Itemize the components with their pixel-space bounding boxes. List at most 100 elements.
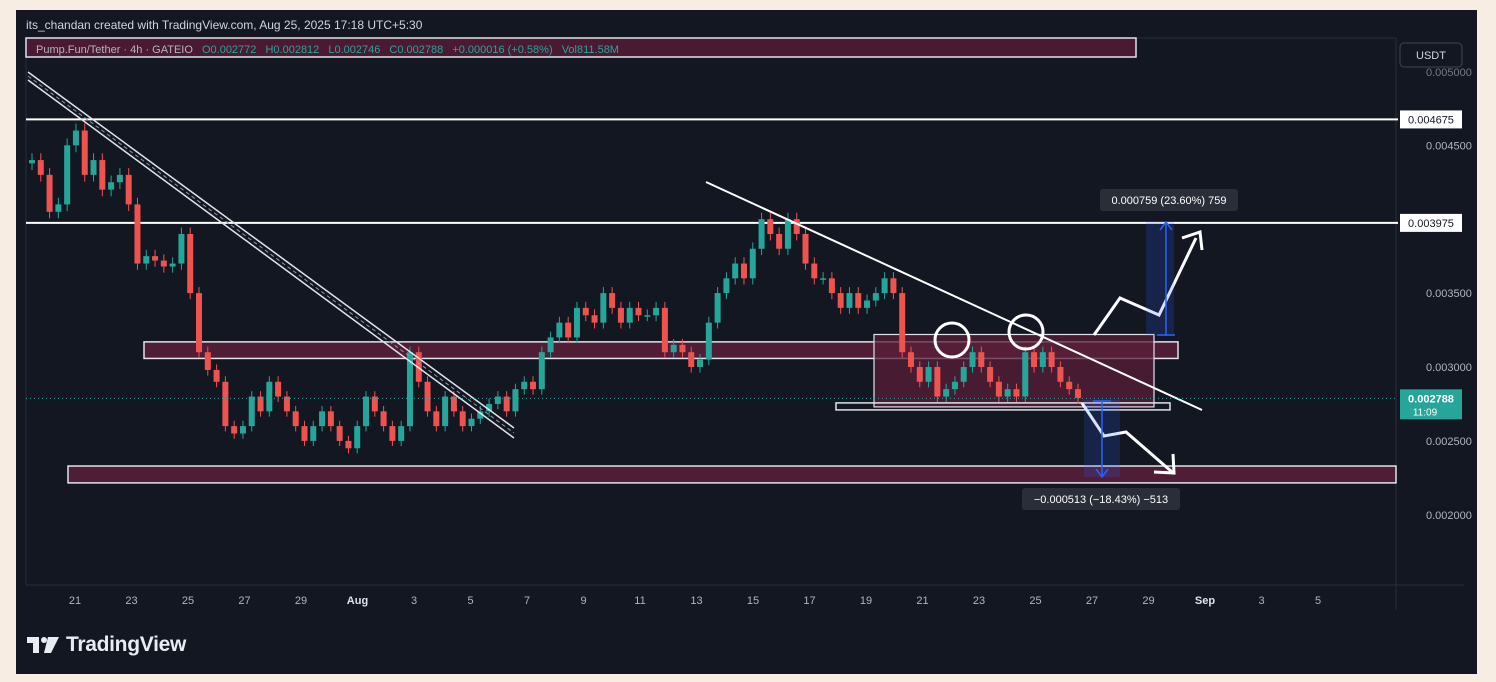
candle-body: [37, 160, 44, 175]
candle: [987, 361, 994, 388]
level-price-label-text: 0.003975: [1408, 218, 1454, 230]
candle: [1022, 346, 1029, 402]
candle: [820, 272, 827, 285]
time-axis[interactable]: 21 23 25 27 29 Aug 3 5 7 9 11 13 15 17 19 21 23 25 27 29 Sep…: [69, 595, 1321, 607]
candle: [1004, 383, 1011, 402]
candle-body: [987, 367, 994, 382]
candle-body: [398, 426, 405, 441]
candle-body: [486, 403, 493, 412]
candle-body: [732, 263, 739, 279]
candle-body: [239, 426, 246, 434]
top-marker-circle-2[interactable]: [1007, 313, 1045, 351]
candle-body: [907, 352, 914, 367]
candle-body: [644, 315, 651, 317]
bearish-path-arrow[interactable]: [1080, 402, 1173, 474]
candle-body: [943, 389, 950, 397]
candle-body: [521, 381, 528, 390]
candle-body: [723, 278, 730, 294]
candle: [90, 153, 97, 182]
candle-body: [275, 381, 282, 397]
tradingview-logo: TradingView: [26, 630, 186, 660]
candle-body: [820, 278, 827, 280]
top-marker-circle-1[interactable]: [933, 321, 971, 359]
candle-body: [477, 411, 484, 419]
candle: [213, 364, 220, 388]
channel-line-lower[interactable]: [27, 79, 515, 439]
candle: [275, 376, 282, 402]
candle: [828, 272, 835, 300]
candle: [389, 420, 396, 447]
time-tick-label: 5: [1315, 595, 1321, 607]
bullish-path-arrow[interactable]: [1092, 237, 1198, 336]
candle-body: [635, 307, 642, 316]
candle-body: [354, 426, 361, 449]
candle-body: [380, 411, 387, 427]
candle-body: [292, 411, 299, 427]
candle: [547, 331, 554, 358]
candle-body: [213, 369, 220, 382]
candle: [503, 391, 510, 417]
price-labels: 0.004675 0.003975 0.002788 11:09: [1400, 110, 1462, 420]
range-support-bar[interactable]: [835, 402, 1171, 411]
candle: [1013, 383, 1020, 402]
candle: [582, 301, 589, 322]
candle-body: [617, 307, 624, 323]
candle-body: [125, 174, 132, 205]
candle: [29, 153, 35, 171]
candle-body: [767, 219, 774, 234]
candle-body: [143, 256, 150, 264]
legend-symbol: Pump.Fun/Tether · 4h · GATEIO: [36, 44, 193, 56]
time-tick-label: 15: [747, 595, 759, 607]
candle: [530, 376, 537, 395]
candle-body: [530, 381, 537, 390]
candle: [1048, 346, 1055, 373]
candle: [538, 346, 545, 395]
measurement-up-area: [1146, 222, 1174, 336]
price-chart[interactable]: 0.000759 (23.60%) 759 −0.000513 (−18.43%)…: [16, 10, 1477, 620]
candle-body: [345, 440, 352, 449]
candle-body: [319, 411, 326, 427]
price-axis[interactable]: 0.004500 0.003500 0.003000 0.002500 0.002000: [1426, 140, 1472, 522]
candle: [758, 212, 765, 256]
candle: [609, 287, 616, 314]
candle: [354, 420, 361, 454]
candle-body: [29, 160, 35, 164]
candle-body: [758, 219, 765, 249]
candle: [301, 420, 308, 447]
level-price-label-2: 0.003975: [1400, 213, 1462, 232]
candle-body: [890, 278, 897, 294]
candle: [380, 405, 387, 432]
candle-body: [899, 293, 906, 353]
candle-body: [389, 426, 396, 441]
current-price-value: 0.002788: [1408, 393, 1454, 405]
channel-line-upper[interactable]: [27, 71, 515, 429]
candle-body: [872, 293, 879, 301]
measurement-down[interactable]: −0.000513 (−18.43%) −513: [1022, 400, 1180, 510]
legend-volume: Vol811.58M: [562, 44, 619, 56]
candle: [81, 123, 88, 182]
candle-body: [81, 130, 88, 175]
candle: [978, 346, 985, 373]
candle: [55, 197, 62, 219]
candle: [591, 309, 598, 329]
candle-body: [99, 160, 106, 190]
price-tick-label: 0.004500: [1426, 140, 1472, 152]
time-tick-label: 29: [295, 595, 307, 607]
candle: [319, 405, 326, 432]
candle: [1039, 346, 1046, 373]
support-zone-lower[interactable]: [67, 465, 1397, 484]
measurement-up[interactable]: 0.000759 (23.60%) 759: [1100, 189, 1238, 336]
candle-body: [565, 322, 572, 338]
candle: [494, 391, 501, 410]
candle-body: [512, 389, 519, 412]
candle-body: [802, 233, 809, 264]
candle: [292, 405, 299, 432]
candle: [767, 212, 774, 241]
candle: [178, 227, 185, 270]
candle-body: [152, 256, 159, 261]
candle-body: [547, 337, 554, 353]
descending-trendline[interactable]: [705, 181, 1203, 411]
currency-button[interactable]: [1399, 42, 1463, 68]
candle: [793, 212, 800, 241]
candle-body: [925, 367, 932, 382]
